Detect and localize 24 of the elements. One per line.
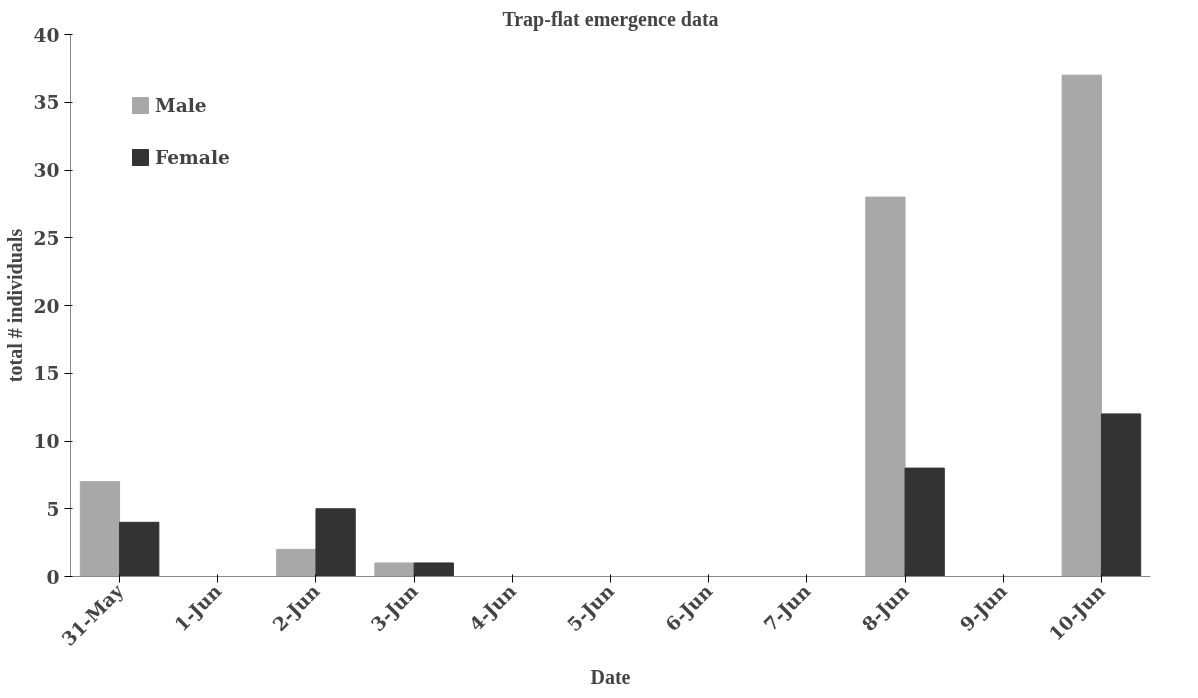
y-tick-label: 25 — [33, 226, 60, 249]
bar — [1061, 74, 1102, 577]
legend-label: Male — [155, 94, 207, 116]
y-tick-label: 30 — [33, 159, 60, 181]
y-tick-label: 15 — [33, 362, 60, 385]
bar — [904, 467, 945, 577]
y-tick-label: 0 — [46, 565, 60, 588]
legend-label: Female — [155, 146, 230, 168]
y-tick-label: 10 — [33, 430, 60, 452]
x-axis-title: Date — [590, 665, 631, 688]
bar — [374, 562, 415, 577]
y-tick-label: 40 — [33, 23, 60, 46]
bar — [276, 548, 317, 577]
bar — [79, 481, 121, 577]
bar — [1100, 413, 1142, 577]
bar — [865, 196, 906, 577]
y-tick-label: 35 — [33, 91, 60, 114]
bar — [413, 562, 454, 577]
chart-title: Trap-flat emergence data — [502, 7, 719, 31]
bar — [315, 508, 356, 577]
y-axis-title: total # individuals — [3, 228, 26, 383]
y-tick-label: 5 — [46, 497, 60, 520]
bar — [119, 521, 160, 577]
y-tick-label: 20 — [33, 294, 60, 317]
